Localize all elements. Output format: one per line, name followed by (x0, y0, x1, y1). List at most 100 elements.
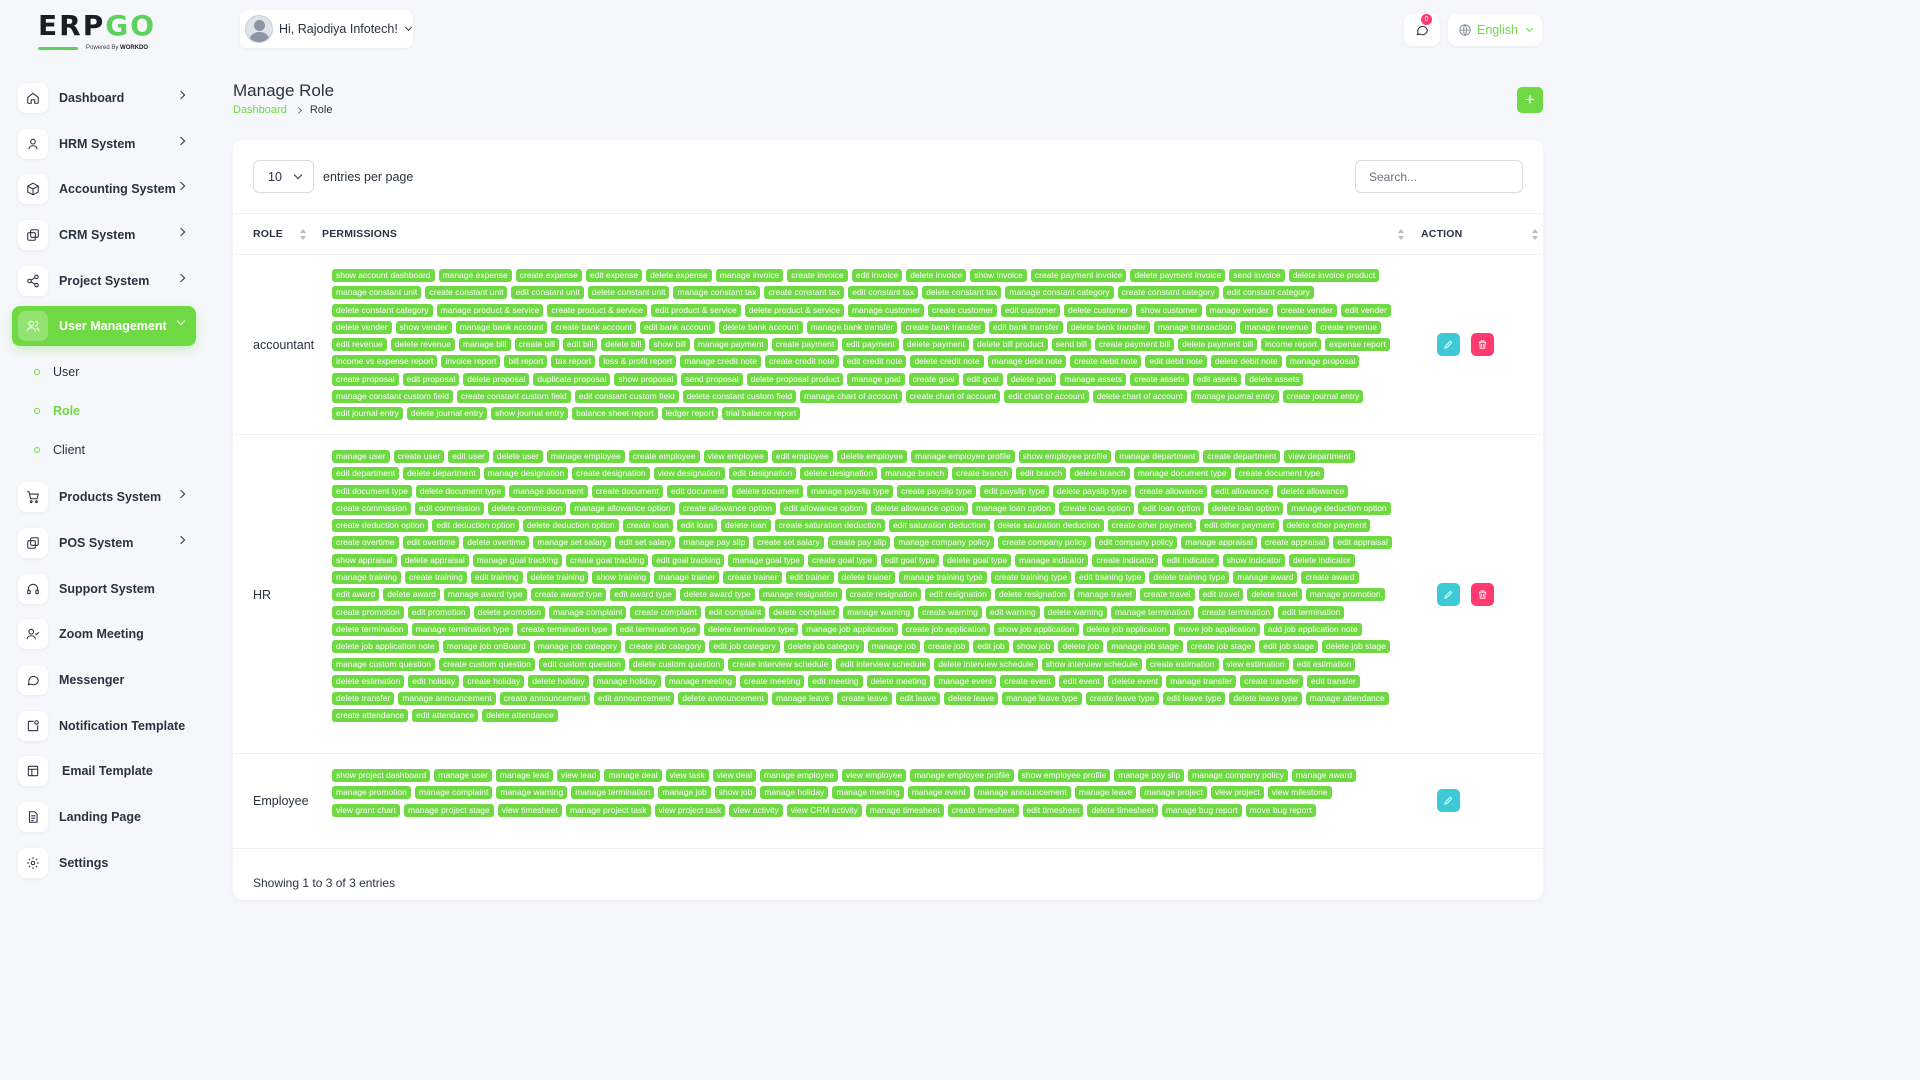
submenu-item-client[interactable]: Client (34, 430, 196, 469)
sidebar-item-notification-template[interactable]: Notification Template (12, 706, 196, 746)
permission-badge: delete bill product (973, 338, 1048, 352)
edit-button[interactable] (1437, 789, 1460, 812)
sidebar-item-email-template[interactable]: Email Template (12, 751, 196, 791)
permission-badge: edit termination type (615, 622, 701, 636)
permission-badge: edit constant tax (848, 286, 919, 300)
permission-badge: create bank account (551, 320, 636, 334)
permission-badge: delete payment bill (1178, 338, 1258, 352)
sidebar-item-accounting-system[interactable]: Accounting System (12, 169, 196, 209)
permission-badge: edit appraisal (1333, 536, 1392, 550)
permission-badge: delete job category (783, 640, 864, 654)
search-input[interactable] (1355, 160, 1523, 193)
sidebar-item-support-system[interactable]: Support System (12, 569, 196, 609)
permission-badge: manage debit note (987, 355, 1067, 369)
sort-icon[interactable] (1532, 229, 1538, 241)
sidebar-item-landing-page[interactable]: Landing Page (12, 797, 196, 837)
permission-badge: manage complaint (414, 786, 493, 800)
delete-button[interactable] (1471, 333, 1494, 356)
permission-badge: manage expense (438, 269, 512, 282)
sidebar-nav: Dashboard HRM System Accounting System C… (12, 78, 196, 888)
edit-button[interactable] (1437, 333, 1460, 356)
submenu-item-role[interactable]: Role (34, 391, 196, 430)
template-icon (18, 756, 48, 787)
permission-badge: create loan (622, 519, 673, 533)
permission-badge: bill report (504, 355, 548, 369)
breadcrumb-dashboard-link[interactable]: Dashboard (233, 104, 287, 116)
sidebar-item-pos-system[interactable]: POS System (12, 523, 196, 563)
permission-badge: show customer (1136, 303, 1202, 317)
permission-badge: manage loan option (972, 501, 1055, 515)
permission-badge: delete debit note (1210, 355, 1282, 369)
sidebar-item-zoom-meeting[interactable]: Zoom Meeting (12, 614, 196, 654)
sidebar-item-products-system[interactable]: Products System (12, 477, 196, 517)
permission-badge: view deal (712, 769, 757, 782)
language-selector[interactable]: English (1448, 14, 1542, 46)
permission-badge: delete job (1058, 640, 1104, 654)
permission-badge: manage warning (496, 786, 568, 800)
permission-badge: delete leave (944, 692, 998, 706)
permission-badge: create warning (918, 605, 982, 619)
permission-badge: create trainer (723, 571, 782, 585)
permission-badge: create overtime (332, 536, 399, 550)
permission-badge: create job (924, 640, 970, 654)
permission-badge: manage credit note (680, 355, 761, 369)
sidebar-item-dashboard[interactable]: Dashboard (12, 78, 196, 118)
permission-badge: manage pay slip (1114, 769, 1185, 782)
sidebar-item-crm-system[interactable]: CRM System (12, 215, 196, 255)
permission-badge: view employee (703, 450, 768, 463)
permission-badge: create award type (530, 588, 607, 602)
submenu-label: User (53, 364, 80, 379)
permission-badge: edit deduction option (432, 519, 519, 533)
permission-badge: edit meeting (808, 674, 863, 688)
permission-badge: view project task (654, 803, 726, 817)
notification-button[interactable]: 0 (1404, 14, 1440, 46)
permission-badge: edit job category (709, 640, 780, 654)
permission-badge: manage job (658, 786, 711, 800)
permission-badge: manage promotion (332, 786, 411, 800)
permission-badge: create award (1301, 571, 1359, 585)
entries-per-page-select[interactable]: 10 (253, 160, 314, 193)
permission-badge: manage termination (1110, 605, 1195, 619)
permission-badge: edit commission (414, 501, 484, 515)
permission-badge: edit bill (562, 338, 598, 352)
edit-button[interactable] (1437, 583, 1460, 606)
permission-badge: manage customer (847, 303, 925, 317)
sort-icon[interactable] (1398, 229, 1404, 241)
permission-badge: edit constant category (1222, 286, 1314, 300)
column-header-role[interactable]: ROLE (253, 228, 283, 240)
entries-per-page-value: 10 (268, 169, 282, 184)
sidebar-item-settings[interactable]: Settings (12, 843, 196, 883)
permission-badge: show proposal (614, 372, 678, 386)
permission-badge: create termination type (517, 622, 612, 636)
column-header-permissions[interactable]: PERMISSIONS (322, 228, 398, 240)
sort-icon[interactable] (300, 229, 306, 241)
permission-badge: delete promotion (473, 605, 545, 619)
submenu-item-user[interactable]: User (34, 352, 196, 391)
permission-badge: create resignation (845, 588, 922, 602)
sidebar-item-label: Landing Page (59, 809, 141, 824)
permission-badge: delete loan (720, 519, 771, 533)
permission-badge: create constant category (1117, 286, 1219, 300)
permission-badge: edit vender (1340, 303, 1391, 317)
permission-badge: delete custom question (628, 657, 725, 671)
sidebar-item-project-system[interactable]: Project System (12, 261, 196, 301)
sidebar-item-hrm-system[interactable]: HRM System (12, 124, 196, 164)
permission-badge: duplicate proposal (533, 372, 611, 386)
page-title: Manage Role (233, 81, 335, 100)
permission-badge: delete constant tax (922, 286, 1002, 300)
add-role-button[interactable]: + (1517, 87, 1543, 113)
permission-badge: delete leave type (1229, 692, 1302, 706)
delete-button[interactable] (1471, 583, 1494, 606)
logo-underline (38, 47, 78, 50)
column-header-action[interactable]: ACTION (1421, 228, 1463, 240)
sidebar-item-user-management[interactable]: User Management (12, 306, 196, 347)
user-menu-button[interactable]: Hi, Rajodiya Infotech! (240, 10, 413, 48)
erpgo-logo[interactable]: ERPGO Powered By WORKDO (38, 12, 178, 56)
permission-badge: manage termination type (411, 622, 514, 636)
sidebar-item-label: User Management (59, 319, 167, 334)
permission-badge: edit complaint (704, 605, 766, 619)
permission-badge: edit attendance (412, 709, 479, 723)
sidebar-item-label: HRM System (59, 136, 136, 151)
permission-badge: edit bank account (639, 320, 715, 334)
sidebar-item-messenger[interactable]: Messenger (12, 660, 196, 700)
